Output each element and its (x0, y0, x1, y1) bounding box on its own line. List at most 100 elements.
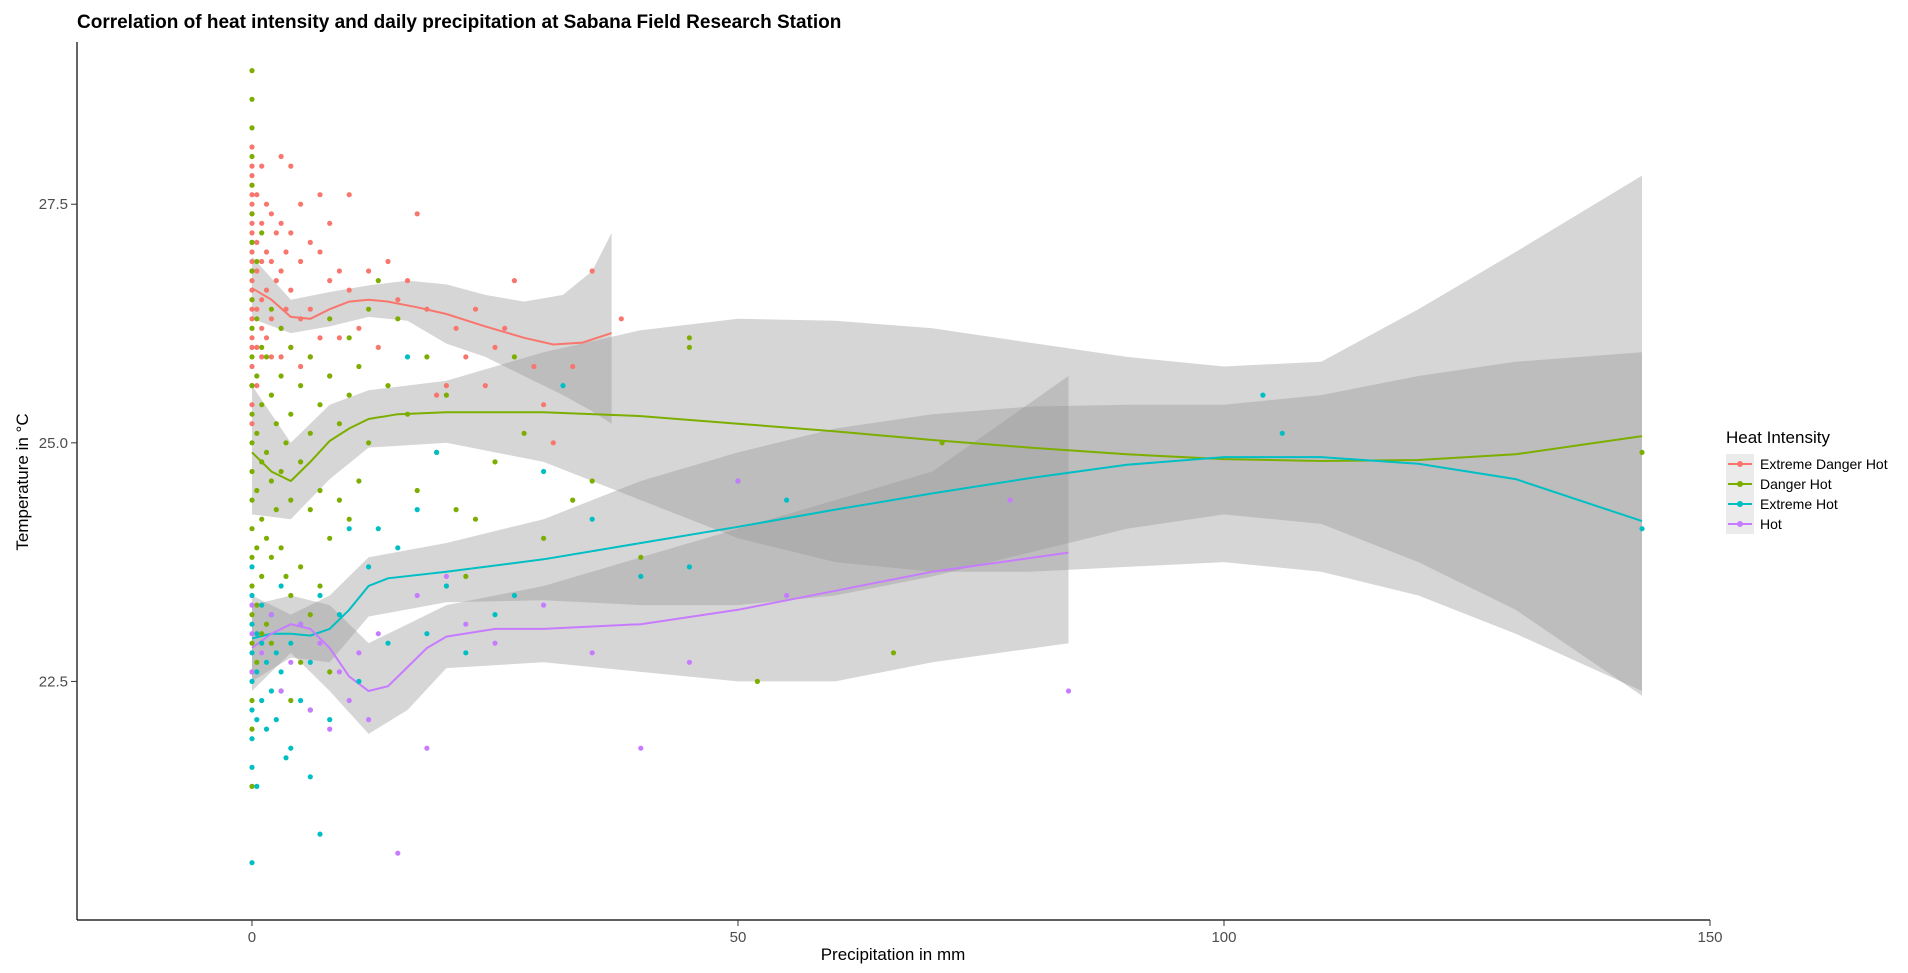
legend-item-extreme-hot: Extreme Hot (1726, 494, 1888, 514)
point-extreme-danger-hot (317, 249, 323, 255)
legend-key-danger-hot (1726, 474, 1754, 494)
point-danger-hot (327, 669, 333, 675)
point-extreme-hot (395, 545, 401, 551)
point-extreme-danger-hot (317, 335, 323, 341)
point-danger-hot (249, 297, 255, 303)
point-extreme-danger-hot (268, 316, 274, 322)
point-extreme-danger-hot (249, 163, 255, 169)
point-danger-hot (375, 278, 381, 284)
point-extreme-danger-hot (249, 363, 255, 370)
point-danger-hot (249, 153, 255, 160)
point-extreme-danger-hot (249, 230, 255, 236)
point-hot (638, 745, 644, 751)
point-danger-hot (259, 230, 265, 236)
point-extreme-danger-hot (395, 297, 401, 303)
point-danger-hot (263, 449, 270, 455)
point-extreme-danger-hot (298, 258, 304, 265)
point-danger-hot (521, 430, 527, 436)
confidence-band-extreme-danger-hot (252, 232, 612, 424)
point-danger-hot (366, 440, 372, 446)
point-danger-hot (939, 440, 945, 446)
x-tick-label: 150 (1697, 929, 1722, 946)
point-extreme-danger-hot (375, 344, 381, 350)
point-extreme-danger-hot (550, 440, 556, 446)
point-danger-hot (259, 459, 265, 465)
point-extreme-hot (443, 583, 449, 589)
point-extreme-hot (1260, 392, 1266, 398)
point-danger-hot (259, 573, 265, 580)
point-danger-hot (288, 344, 294, 350)
y-tick-label: 22.5 (39, 673, 68, 690)
point-danger-hot (385, 383, 391, 389)
point-extreme-danger-hot (283, 306, 289, 312)
point-danger-hot (249, 268, 255, 274)
point-extreme-danger-hot (259, 258, 265, 265)
point-danger-hot (307, 354, 313, 360)
point-extreme-danger-hot (288, 163, 294, 169)
point-extreme-danger-hot (249, 201, 255, 207)
point-extreme-danger-hot (502, 325, 508, 331)
point-extreme-hot (336, 612, 342, 618)
point-extreme-danger-hot (254, 192, 260, 198)
point-danger-hot (249, 726, 255, 732)
point-danger-hot (249, 497, 255, 503)
point-danger-hot (511, 354, 517, 360)
point-danger-hot (890, 650, 897, 656)
point-extreme-danger-hot (288, 230, 294, 236)
point-extreme-danger-hot (327, 278, 333, 284)
point-extreme-hot (560, 383, 566, 389)
point-danger-hot (288, 497, 294, 503)
point-danger-hot (424, 354, 430, 360)
point-danger-hot (443, 392, 449, 398)
point-danger-hot (273, 421, 279, 427)
point-danger-hot (327, 373, 333, 379)
point-extreme-danger-hot (254, 344, 260, 350)
point-danger-hot (298, 459, 304, 465)
point-extreme-hot (686, 564, 693, 570)
point-extreme-danger-hot (254, 239, 260, 245)
point-danger-hot (254, 545, 260, 551)
point-extreme-hot (414, 507, 420, 513)
y-axis-title: Temperature in °C (13, 413, 32, 550)
point-extreme-danger-hot (278, 268, 284, 274)
point-extreme-hot (268, 688, 274, 694)
point-extreme-danger-hot (404, 278, 411, 284)
point-extreme-danger-hot (424, 306, 430, 312)
point-danger-hot (263, 621, 270, 627)
point-hot (327, 726, 333, 732)
point-hot (288, 659, 294, 665)
point-danger-hot (317, 583, 323, 589)
point-danger-hot (298, 659, 304, 665)
point-extreme-danger-hot (346, 192, 352, 198)
confidence-band-extreme-hot (252, 352, 1642, 696)
point-danger-hot (414, 487, 420, 494)
point-hot (375, 631, 381, 637)
point-extreme-hot (259, 640, 265, 646)
point-danger-hot (249, 468, 255, 475)
point-extreme-hot (307, 774, 313, 780)
point-extreme-hot (288, 640, 294, 646)
point-hot (414, 592, 420, 599)
point-extreme-danger-hot (249, 192, 255, 198)
point-danger-hot (268, 554, 274, 560)
point-danger-hot (249, 640, 255, 646)
point-extreme-hot (307, 659, 313, 665)
point-extreme-hot (638, 573, 644, 580)
x-axis-title: Precipitation in mm (821, 945, 966, 964)
point-extreme-hot (249, 860, 255, 866)
point-extreme-danger-hot (492, 344, 498, 350)
point-extreme-hot (278, 583, 284, 589)
point-hot (735, 478, 741, 484)
point-danger-hot (259, 402, 265, 408)
y-tick-label: 27.5 (39, 196, 68, 213)
point-extreme-danger-hot (249, 306, 255, 312)
point-extreme-danger-hot (254, 383, 260, 389)
point-danger-hot (307, 430, 313, 436)
point-extreme-hot (346, 526, 352, 532)
smooth-line-extreme-danger-hot (251, 287, 612, 346)
point-danger-hot (249, 411, 255, 417)
point-danger-hot (259, 516, 265, 522)
legend-title: Heat Intensity (1726, 428, 1830, 447)
point-extreme-hot (259, 697, 265, 704)
legend-items: Extreme Danger Hot Danger Hot Extreme Hot H… (1726, 454, 1888, 534)
